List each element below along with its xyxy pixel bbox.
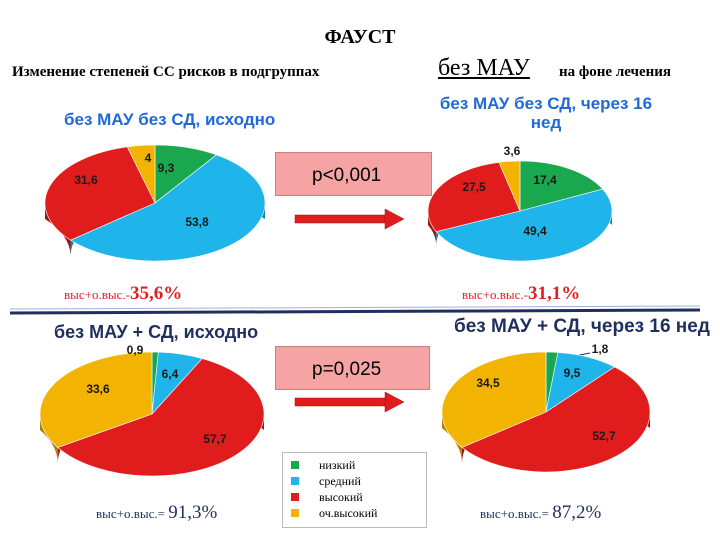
pie-slice-very-high [498, 160, 521, 212]
pie-chart-2: 17,4 49,4 27,5 3,6 [427, 144, 613, 262]
slice-label-medium: 49,4 [523, 224, 547, 238]
slice-label-low: 9,3 [158, 161, 175, 175]
subtitle-right: на фоне лечения [559, 64, 672, 80]
slice-label-high: 27,5 [462, 180, 486, 194]
pie-slice-medium [69, 154, 266, 262]
subtitle-left: Изменение степеней СС рисков в подгруппа… [12, 64, 320, 80]
pie-slice-high [461, 366, 651, 473]
summary-top-right: выс+о.выс.-31,1% [462, 283, 580, 305]
slice-label-medium: 53,8 [185, 215, 209, 229]
summary-value: 31,1% [527, 283, 581, 304]
pie-slice-high [427, 162, 521, 232]
summary-prefix: выс+о.выс.= [480, 506, 553, 521]
slice-label-high: 57,7 [203, 432, 227, 446]
slice-label-low: 1,8 [592, 342, 609, 356]
pie-slice-medium [435, 188, 613, 262]
pie-chart-4: 1,8 9,5 52,7 34,5 [441, 342, 651, 473]
slice-label-very-high: 34,5 [476, 376, 500, 390]
pie-slice-high [57, 358, 265, 477]
section-divider [9, 308, 701, 315]
chart-title-bottom-right: без МАУ + СД, через 16 нед [454, 316, 710, 337]
summary-prefix: выс+о.выс.- [64, 287, 130, 302]
pie-slice-high [44, 146, 156, 241]
slice-label-high: 52,7 [592, 429, 616, 443]
legend-label: высокий [319, 490, 363, 504]
slide-title: ФАУСТ [324, 26, 396, 48]
p-value-box-top: p<0,001 [275, 152, 432, 196]
legend-label: оч.высокий [319, 506, 378, 520]
chart-title-top-right: без МАУ без СД, через 16 нед [439, 94, 653, 132]
slice-label-very-high: 3,6 [504, 144, 521, 158]
pie-slice-very-high [126, 144, 156, 204]
arrow-right-icon-bottom [294, 391, 405, 413]
legend-label: средний [319, 474, 361, 488]
chart-title-bottom-left: без МАУ + СД, исходно [54, 322, 259, 342]
summary-bottom-right: выс+о.выс.= 87,2% [480, 502, 601, 524]
slice-label-very-high: 4 [145, 151, 152, 165]
summary-bottom-left: выс+о.выс.= 91,3% [96, 502, 217, 524]
subtitle-highlight: без МАУ [438, 55, 530, 81]
p-value-box-bottom: p=0,025 [275, 346, 430, 390]
summary-prefix: выс+о.выс.= [96, 506, 169, 521]
pie-chart-3: 0,9 6,4 57,7 33,6 [39, 343, 265, 477]
summary-value: 87,2% [552, 502, 602, 523]
slice-label-medium: 9,5 [564, 366, 581, 380]
chart-legend: низкий средний высокий оч.высокий [282, 452, 427, 528]
chart-title-top-left: без МАУ без СД, исходно [64, 110, 276, 129]
pie-slice-very-high [441, 351, 547, 448]
section-divider-shadow [9, 305, 701, 310]
arrow-right-icon-top [294, 208, 405, 230]
slice-label-low: 0,9 [127, 343, 144, 357]
legend-swatch-high [291, 493, 299, 501]
legend-swatch-low [291, 461, 299, 469]
summary-top-left: выс+о.выс.-35,6% [64, 283, 182, 305]
legend-swatch-very-high [291, 509, 299, 517]
summary-prefix: выс+о.выс.- [462, 287, 528, 302]
pie-slice-very-high [39, 351, 153, 448]
pie-slice-low [519, 160, 604, 212]
summary-value: 91,3% [168, 502, 218, 523]
summary-value: 35,6% [129, 283, 183, 304]
slice-label-very-high: 33,6 [86, 382, 110, 396]
slice-label-low: 17,4 [533, 173, 557, 187]
pie-chart-1: 9,3 53,8 31,6 4 [44, 144, 266, 262]
slice-label-high: 31,6 [74, 173, 98, 187]
legend-swatch-medium [291, 477, 299, 485]
slice-label-medium: 6,4 [162, 367, 179, 381]
legend-label: низкий [319, 458, 356, 472]
